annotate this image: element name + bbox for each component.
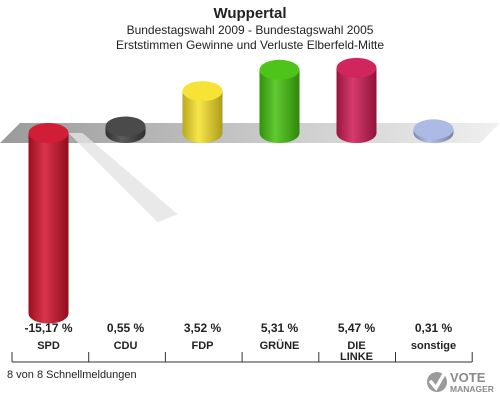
value-label: -15,17 %: [24, 321, 72, 335]
logo-line-1: VOTE: [450, 370, 486, 385]
votemanager-logo: VOTE MANAGER: [427, 370, 494, 394]
category-label: DIE: [347, 340, 365, 352]
category-label: LINKE: [340, 351, 373, 363]
category-label: FDP: [192, 340, 214, 352]
value-label: 5,47 %: [338, 321, 376, 335]
status-text: 8 von 8 Schnellmeldungen: [7, 369, 137, 381]
value-label: 0,55 %: [107, 321, 145, 335]
category-label: sonstige: [411, 340, 456, 352]
check-icon: [427, 372, 447, 392]
chart-subtitle: Bundestagswahl 2009 - Bundestagswahl 200…: [126, 23, 374, 37]
logo-line-2: MANAGER: [450, 384, 494, 394]
category-label: GRÜNE: [260, 339, 300, 352]
bar-shadow: [68, 133, 178, 223]
value-label: 0,31 %: [415, 321, 453, 335]
bar-sonstige: [413, 119, 454, 143]
value-label: 5,31 %: [261, 321, 299, 335]
bar-die-linke: [336, 57, 377, 143]
bar-grüne: [259, 59, 300, 143]
value-label: 3,52 %: [184, 321, 222, 335]
chart-title: Wuppertal: [213, 5, 287, 22]
category-label: SPD: [37, 340, 60, 352]
chart-subtitle-2: Erststimmen Gewinne und Verluste Elberfe…: [115, 38, 385, 52]
category-label: CDU: [114, 340, 138, 352]
bar-spd: [28, 123, 69, 324]
bar-cdu: [105, 116, 146, 143]
bar-fdp: [182, 81, 223, 143]
